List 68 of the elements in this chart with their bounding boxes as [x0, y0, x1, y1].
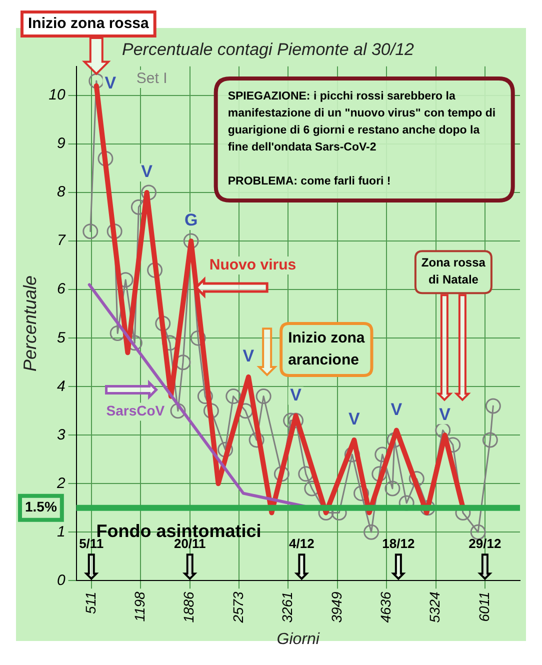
y-tick-label: 1 [56, 523, 66, 540]
y-tick-label: 4 [56, 378, 66, 395]
point [98, 150, 114, 166]
x-tick-label: 4636 [377, 591, 394, 623]
annotation: 18/12 [382, 536, 415, 552]
point [203, 403, 219, 419]
point [183, 233, 199, 249]
point [226, 388, 242, 404]
x-tick-label: 1198 [131, 591, 148, 622]
y-axis-title: Percentuale [20, 275, 40, 372]
point [106, 224, 122, 240]
x-tick-label: 3261 [279, 592, 296, 623]
point [485, 398, 501, 414]
series-label: SarsCoV [106, 402, 166, 419]
ref-line-label: 1.5% [25, 498, 58, 515]
y-tick-label: 2 [56, 474, 66, 492]
point [147, 262, 163, 278]
y-tick-label: 0 [56, 572, 66, 589]
annotation: PROBLEMA: come farli fuori ! [228, 176, 391, 188]
x-tick-label: 511 [82, 592, 98, 614]
annotation: 4/12 [289, 536, 314, 552]
point [256, 388, 272, 404]
point [435, 422, 451, 438]
annotation: V [390, 400, 403, 419]
x-tick-label: 1886 [180, 591, 197, 623]
y-tick-label: 8 [56, 184, 66, 201]
annotation: V [290, 385, 302, 404]
point [288, 412, 304, 428]
annotation: SPIEGAZIONE: i picchi rossi sarebbero la manifestazione di un "nuovo virus" con tempo di guarigione di 6 giorni e restano anche dopo la fine dell'ondata Sars-CoV-2 [228, 90, 496, 154]
point [384, 480, 400, 496]
point [248, 432, 264, 448]
point [364, 524, 380, 540]
x-tick-label: 3949 [328, 591, 344, 623]
point [170, 403, 186, 419]
annotation: V [348, 410, 361, 429]
annotation: G [184, 210, 198, 230]
point [141, 184, 157, 200]
text: Inizio zona rossa [28, 15, 150, 32]
point [218, 442, 234, 458]
x-axis-title: Giorni [276, 630, 320, 648]
y-tick-label: 7 [56, 232, 66, 250]
annotation: V [141, 162, 154, 182]
x-tick-label: 2573 [230, 591, 246, 624]
annotation: 5/11 [79, 536, 104, 552]
point [88, 73, 104, 89]
annotation: Inizio zona arancione [288, 330, 366, 369]
text: Set I [136, 70, 168, 88]
y-tick-label: 6 [56, 280, 66, 298]
y-tick-label: 10 [48, 86, 66, 104]
point [408, 471, 424, 487]
point [372, 466, 388, 482]
y-tick-label: 3 [56, 426, 66, 444]
annotation: 29/12 [468, 536, 502, 552]
point [274, 466, 290, 482]
chart-title: Percentuale contagi Piemonte al 30/12 [122, 40, 415, 59]
annotation: V [242, 346, 255, 366]
x-tick-label: 6011 [476, 592, 492, 622]
y-tick-label: 5 [56, 329, 66, 346]
annotation: 20/11 [174, 536, 206, 552]
point [482, 432, 498, 448]
x-tick-label: 5324 [426, 591, 443, 623]
annotation: V [104, 73, 117, 92]
annotation: Zona rossa di Natale [421, 255, 486, 286]
y-tick-label: 9 [56, 135, 66, 152]
series-label: Nuovo virus [209, 256, 296, 274]
point [470, 524, 486, 540]
annotation: V [439, 404, 452, 424]
point [82, 224, 98, 240]
